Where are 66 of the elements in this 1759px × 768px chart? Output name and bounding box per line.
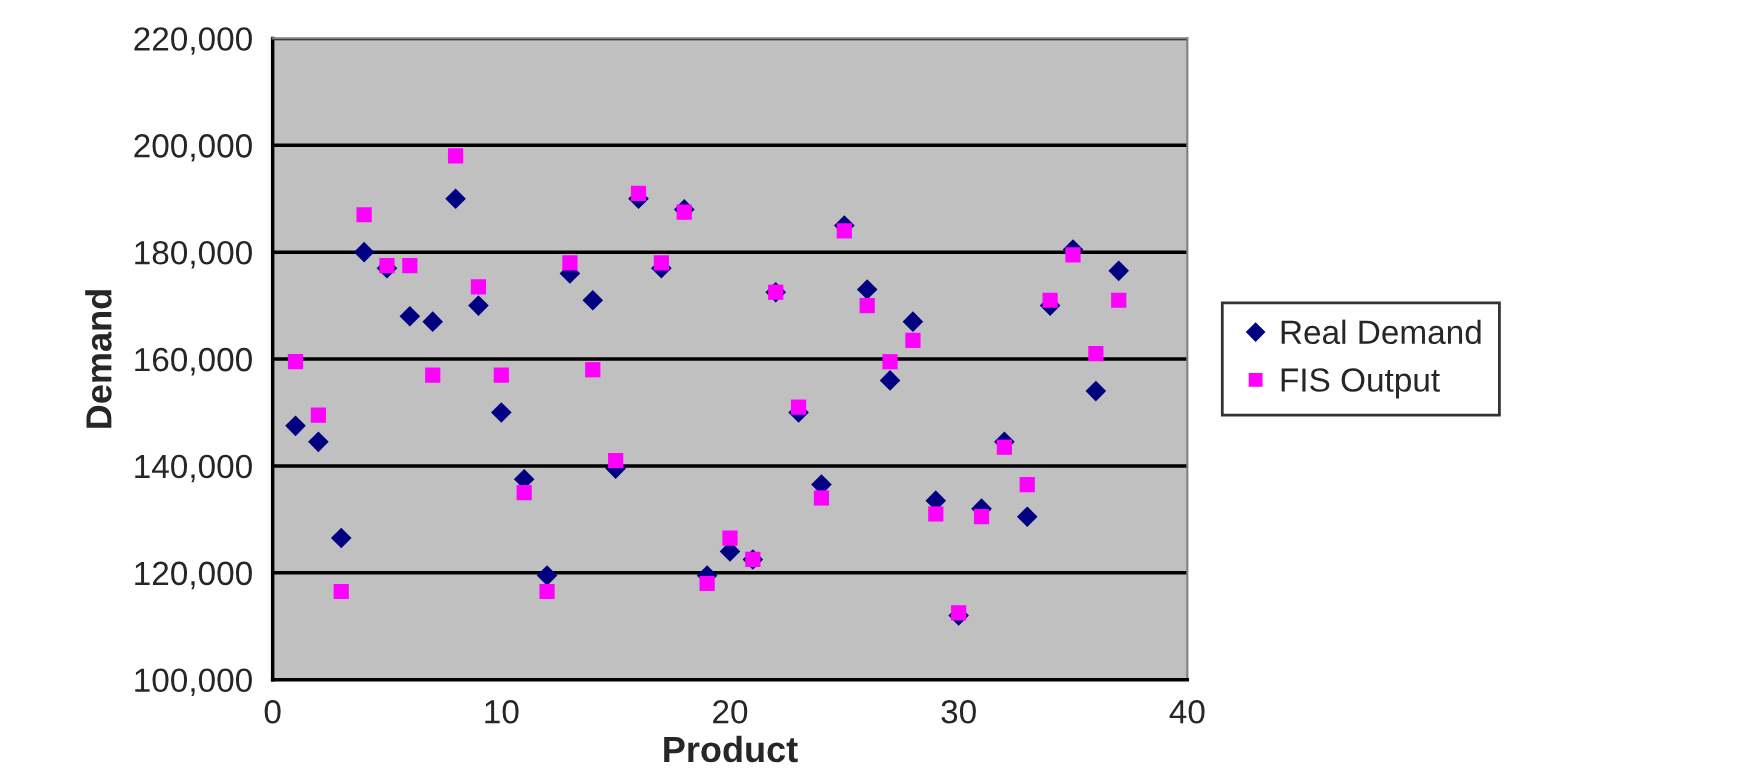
point [308, 431, 329, 453]
point [536, 565, 558, 586]
x-tick-label: 30 [941, 700, 976, 724]
x-axis-title: Product [664, 735, 798, 763]
point [856, 279, 878, 300]
y-tick-label: 140,000 [135, 454, 252, 483]
point [879, 370, 901, 391]
y-tick-label: 100,000 [135, 668, 252, 697]
point [562, 255, 578, 271]
point [630, 185, 647, 201]
point [902, 311, 924, 332]
point [836, 223, 852, 239]
y-tick-label: 120,000 [135, 561, 252, 590]
y-tick-label: 180,000 [135, 240, 252, 269]
point [1111, 292, 1127, 308]
point [928, 506, 944, 522]
point [539, 583, 555, 600]
point [445, 188, 466, 210]
y-tick-label: 220,000 [134, 27, 252, 55]
point [699, 575, 715, 592]
point [653, 255, 669, 271]
point [330, 527, 352, 549]
point [353, 241, 375, 263]
point [399, 305, 421, 327]
point [310, 407, 326, 423]
point [470, 279, 487, 295]
y-tick-label: 160,000 [135, 347, 252, 376]
point [468, 295, 489, 316]
point [882, 354, 898, 370]
point [905, 332, 921, 348]
point [333, 583, 349, 600]
point [447, 148, 464, 164]
point [493, 367, 509, 383]
point [1042, 292, 1058, 308]
point [1065, 247, 1081, 263]
point [790, 399, 807, 415]
legend-label: Real Demand [1281, 319, 1481, 345]
point [585, 362, 601, 378]
point [356, 207, 372, 223]
point [1108, 260, 1130, 282]
point [1088, 346, 1104, 362]
x-tick-label: 0 [264, 700, 281, 724]
point [1016, 506, 1038, 527]
x-tick-label: 40 [1169, 700, 1205, 724]
point [973, 509, 990, 525]
y-axis-title: Demand [85, 290, 112, 428]
point [516, 485, 532, 501]
point [722, 530, 738, 546]
point [402, 257, 418, 274]
point [379, 257, 395, 274]
point [491, 402, 512, 423]
x-tick-label: 10 [485, 700, 519, 724]
point [813, 490, 830, 506]
point [859, 297, 875, 314]
point [422, 311, 444, 332]
point [582, 289, 604, 311]
point [996, 439, 1012, 455]
point [425, 367, 441, 383]
point [287, 354, 304, 370]
point [1019, 477, 1035, 493]
point [608, 452, 624, 469]
point [1085, 380, 1107, 402]
legend-label: FIS Output [1281, 368, 1440, 399]
point [285, 415, 306, 437]
y-tick-label: 200,000 [134, 134, 252, 162]
x-tick-label: 20 [713, 700, 748, 724]
